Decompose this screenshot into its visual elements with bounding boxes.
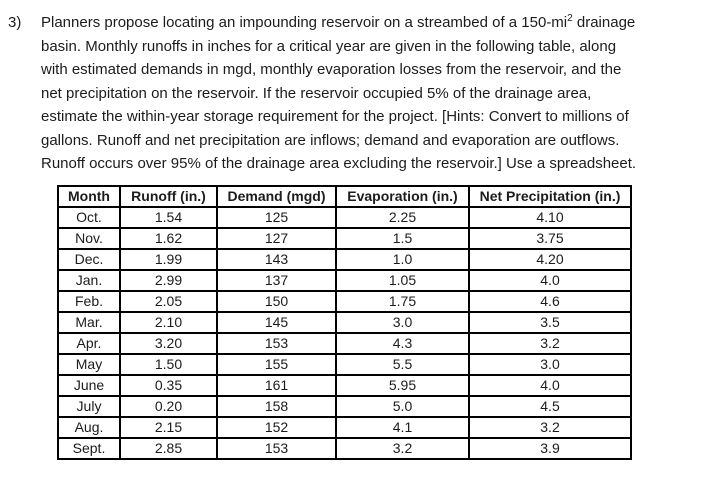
problem-statement: 3) Planners propose locating an impoundi… bbox=[8, 11, 720, 176]
table-cell: 3.9 bbox=[468, 436, 632, 460]
table-cell: Feb. bbox=[57, 289, 121, 313]
table-cell: 5.5 bbox=[335, 352, 470, 376]
table-cell: 127 bbox=[216, 226, 337, 250]
table-row: Nov. 1.62 127 1.5 3.75 bbox=[57, 226, 632, 250]
table-cell: 158 bbox=[216, 394, 337, 418]
table-cell: 153 bbox=[216, 331, 337, 355]
problem-number: 3) bbox=[8, 14, 22, 31]
table-cell: 1.99 bbox=[119, 247, 218, 271]
table-cell: 153 bbox=[216, 436, 337, 460]
problem-text-line: Planners propose locating an impounding … bbox=[41, 13, 636, 32]
table-cell: 2.25 bbox=[335, 205, 470, 229]
table-cell: 4.0 bbox=[468, 268, 632, 292]
table-cell: 3.2 bbox=[468, 415, 632, 439]
table-cell: 3.2 bbox=[335, 436, 470, 460]
table-cell: 4.20 bbox=[468, 247, 632, 271]
table-cell: 0.35 bbox=[119, 373, 218, 397]
table-row: Aug. 2.15 152 4.1 3.2 bbox=[57, 415, 632, 439]
table-header-cell: Evaporation (in.) bbox=[335, 184, 470, 208]
table-cell: 4.5 bbox=[468, 394, 632, 418]
table-cell: 3.0 bbox=[335, 310, 470, 334]
table-cell: 2.05 bbox=[119, 289, 218, 313]
problem-text-line: with estimated demands in mgd, monthly e… bbox=[41, 61, 622, 78]
table-row: Apr. 3.20 153 4.3 3.2 bbox=[57, 331, 632, 355]
table-cell: Jan. bbox=[57, 268, 121, 292]
table-cell: 3.0 bbox=[468, 352, 632, 376]
problem-text-line: net precipitation on the reservoir. If t… bbox=[41, 84, 592, 102]
table-header-cell: Demand (mgd) bbox=[216, 184, 337, 208]
superscript-exponent: 2 bbox=[567, 13, 573, 24]
table-row: Sept. 2.85 153 3.2 3.9 bbox=[57, 436, 632, 460]
table-header-row: Month Runoff (in.) Demand (mgd) Evaporation… bbox=[57, 184, 632, 208]
table-cell: May bbox=[57, 352, 121, 376]
table-cell: 1.5 bbox=[335, 226, 470, 250]
table-cell: 2.15 bbox=[119, 415, 218, 439]
table-cell: 4.0 bbox=[468, 373, 632, 397]
table-cell: 4.1 bbox=[335, 415, 470, 439]
table-cell: 125 bbox=[216, 205, 337, 229]
table-row: Oct. 1.54 125 2.25 4.10 bbox=[57, 205, 632, 229]
table-cell: 3.20 bbox=[119, 331, 218, 355]
table-row: June 0.35 161 5.95 4.0 bbox=[57, 373, 632, 397]
table-cell: 2.10 bbox=[119, 310, 218, 334]
table-row: May 1.50 155 5.5 3.0 bbox=[57, 352, 632, 376]
monthly-data-table: Month Runoff (in.) Demand (mgd) Evaporation… bbox=[57, 184, 632, 460]
problem-text: Planners propose locating an impounding … bbox=[41, 11, 636, 176]
table-row: July 0.20 158 5.0 4.5 bbox=[57, 394, 632, 418]
table-cell: Apr. bbox=[57, 331, 121, 355]
table-cell: Sept. bbox=[57, 436, 121, 460]
table-row: Jan. 2.99 137 1.05 4.0 bbox=[57, 268, 632, 292]
table-cell: 1.50 bbox=[119, 352, 218, 376]
table-cell: July bbox=[57, 394, 121, 418]
table-cell: 2.99 bbox=[119, 268, 218, 292]
table-row: Mar. 2.10 145 3.0 3.5 bbox=[57, 310, 632, 334]
table-cell: 0.20 bbox=[119, 394, 218, 418]
table-cell: 2.85 bbox=[119, 436, 218, 460]
problem-text-line: basin. Monthly runoffs in inches for a c… bbox=[41, 37, 617, 55]
table-cell: 145 bbox=[216, 310, 337, 334]
table-cell: 137 bbox=[216, 268, 337, 292]
table-header-cell: Net Precipitation (in.) bbox=[468, 184, 632, 208]
table-cell: 152 bbox=[216, 415, 337, 439]
table-header-cell: Runoff (in.) bbox=[119, 184, 218, 208]
table-cell: 3.2 bbox=[468, 331, 632, 355]
table-cell: 1.62 bbox=[119, 226, 218, 250]
table-cell: 150 bbox=[216, 289, 337, 313]
table-cell: June bbox=[57, 373, 121, 397]
table-cell: 4.6 bbox=[468, 289, 632, 313]
table-cell: Oct. bbox=[57, 205, 121, 229]
table-cell: 155 bbox=[216, 352, 337, 376]
table-cell: Aug. bbox=[57, 415, 121, 439]
problem-text-line: estimate the within-year storage require… bbox=[41, 108, 629, 125]
table-cell: Nov. bbox=[57, 226, 121, 250]
table-cell: 4.3 bbox=[335, 331, 470, 355]
table-cell: 1.75 bbox=[335, 289, 470, 313]
table-body: Oct. 1.54 125 2.25 4.10 Nov. 1.62 127 1.5 3.75 Dec… bbox=[57, 205, 632, 460]
table-cell: 4.10 bbox=[468, 205, 632, 229]
table-cell: 5.95 bbox=[335, 373, 470, 397]
table-row: Feb. 2.05 150 1.75 4.6 bbox=[57, 289, 632, 313]
table-cell: 3.75 bbox=[468, 226, 632, 250]
table-cell: 161 bbox=[216, 373, 337, 397]
table-cell: 1.54 bbox=[119, 205, 218, 229]
table-cell: Dec. bbox=[57, 247, 121, 271]
table-cell: 1.0 bbox=[335, 247, 470, 271]
problem-text-line: Runoff occurs over 95% of the drainage a… bbox=[41, 155, 637, 172]
problem-text-line: gallons. Runoff and net precipitation ar… bbox=[41, 131, 620, 149]
table-cell: 143 bbox=[216, 247, 337, 271]
table-cell: Mar. bbox=[57, 310, 121, 334]
table-cell: 1.05 bbox=[335, 268, 470, 292]
table-cell: 5.0 bbox=[335, 394, 470, 418]
table-cell: 3.5 bbox=[468, 310, 632, 334]
table-header-cell: Month bbox=[57, 184, 121, 208]
table-row: Dec. 1.99 143 1.0 4.20 bbox=[57, 247, 632, 271]
